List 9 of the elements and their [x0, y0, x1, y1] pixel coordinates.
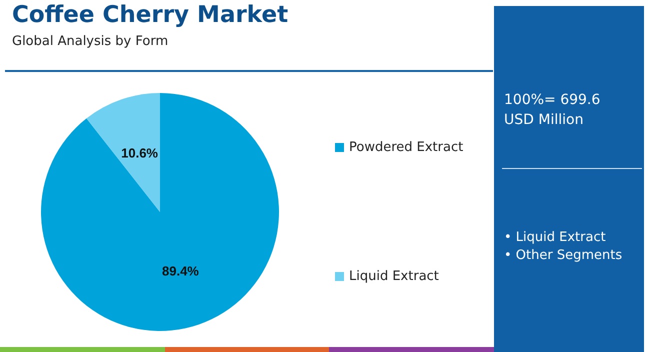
chart-title: Coffee Cherry Market: [12, 2, 288, 28]
text: 100%= 699.6 USD Million: [504, 91, 602, 130]
data-label: 89.4%: [162, 264, 200, 279]
legend-label: Liquid Extract: [349, 269, 439, 284]
text: • Liquid Extract: [504, 229, 607, 247]
data-label: 10.6%: [121, 145, 158, 160]
chart-subtitle: Global Analysis by Form: [12, 34, 168, 49]
legend-label: Powdered Extract: [349, 140, 464, 155]
text: • Other Segments: [504, 247, 624, 265]
